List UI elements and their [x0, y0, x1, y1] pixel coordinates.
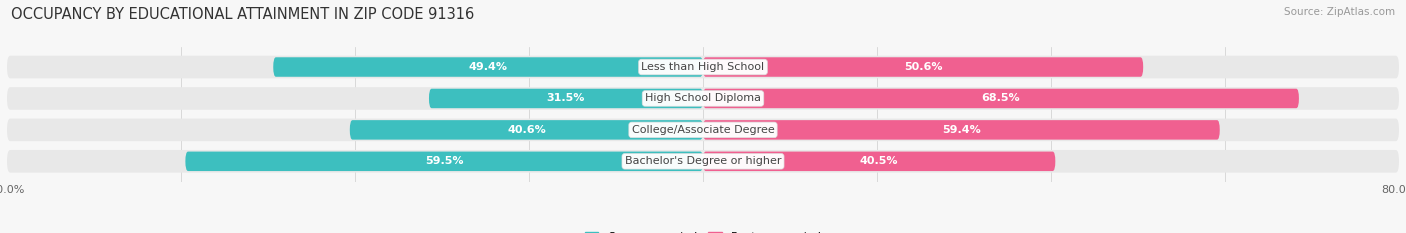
- FancyBboxPatch shape: [703, 57, 1143, 77]
- FancyBboxPatch shape: [703, 152, 1056, 171]
- Text: 59.4%: 59.4%: [942, 125, 981, 135]
- Text: 31.5%: 31.5%: [547, 93, 585, 103]
- FancyBboxPatch shape: [7, 87, 1399, 110]
- Text: OCCUPANCY BY EDUCATIONAL ATTAINMENT IN ZIP CODE 91316: OCCUPANCY BY EDUCATIONAL ATTAINMENT IN Z…: [11, 7, 474, 22]
- Text: Less than High School: Less than High School: [641, 62, 765, 72]
- Text: 40.5%: 40.5%: [860, 156, 898, 166]
- Text: College/Associate Degree: College/Associate Degree: [631, 125, 775, 135]
- FancyBboxPatch shape: [350, 120, 703, 140]
- Text: 40.6%: 40.6%: [508, 125, 546, 135]
- FancyBboxPatch shape: [429, 89, 703, 108]
- Text: 49.4%: 49.4%: [468, 62, 508, 72]
- FancyBboxPatch shape: [703, 89, 1299, 108]
- FancyBboxPatch shape: [7, 119, 1399, 141]
- FancyBboxPatch shape: [7, 56, 1399, 78]
- Text: High School Diploma: High School Diploma: [645, 93, 761, 103]
- FancyBboxPatch shape: [186, 152, 703, 171]
- FancyBboxPatch shape: [703, 120, 1220, 140]
- FancyBboxPatch shape: [273, 57, 703, 77]
- Legend: Owner-occupied, Renter-occupied: Owner-occupied, Renter-occupied: [581, 227, 825, 233]
- Text: 68.5%: 68.5%: [981, 93, 1021, 103]
- Text: 50.6%: 50.6%: [904, 62, 942, 72]
- Text: 59.5%: 59.5%: [425, 156, 464, 166]
- FancyBboxPatch shape: [7, 150, 1399, 173]
- Text: Source: ZipAtlas.com: Source: ZipAtlas.com: [1284, 7, 1395, 17]
- Text: Bachelor's Degree or higher: Bachelor's Degree or higher: [624, 156, 782, 166]
